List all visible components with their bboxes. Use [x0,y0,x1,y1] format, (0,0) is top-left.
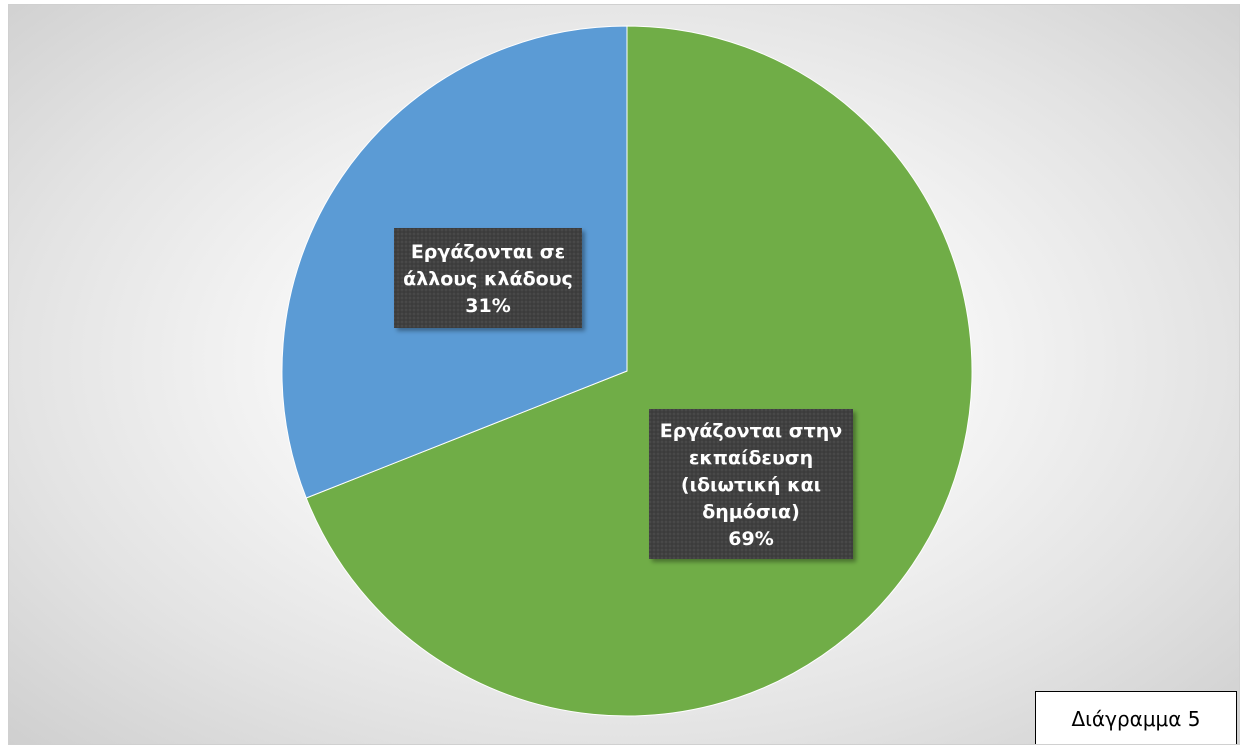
data-label-box [649,409,853,559]
data-label-line: δημόσια) [702,501,800,523]
data-label-0: Εργάζονται στην εκπαίδευση (ιδιωτική και δη… [649,409,853,559]
data-label-line: 31% [465,295,510,317]
chart-frame: Εργάζονται στην εκπαίδευση (ιδιωτική και δη… [8,4,1240,745]
pie-chart: Εργάζονται στην εκπαίδευση (ιδιωτική και δη… [281,25,973,717]
chart-caption-text: Διάγραμμα 5 [1071,706,1201,731]
data-label-line: 69% [728,528,773,550]
data-label-1: Εργάζονται σε άλλους κλάδους 31% [394,228,582,328]
data-label-line: Εργάζονται σε [411,241,565,263]
data-label-line: Εργάζονται στην [660,420,842,442]
data-label-line: (ιδιωτική και [681,474,821,496]
data-label-line: εκπαίδευση [689,447,813,469]
data-label-line: άλλους κλάδους [403,268,573,290]
data-label-box [394,228,582,328]
chart-caption: Διάγραμμα 5 [1035,691,1237,744]
